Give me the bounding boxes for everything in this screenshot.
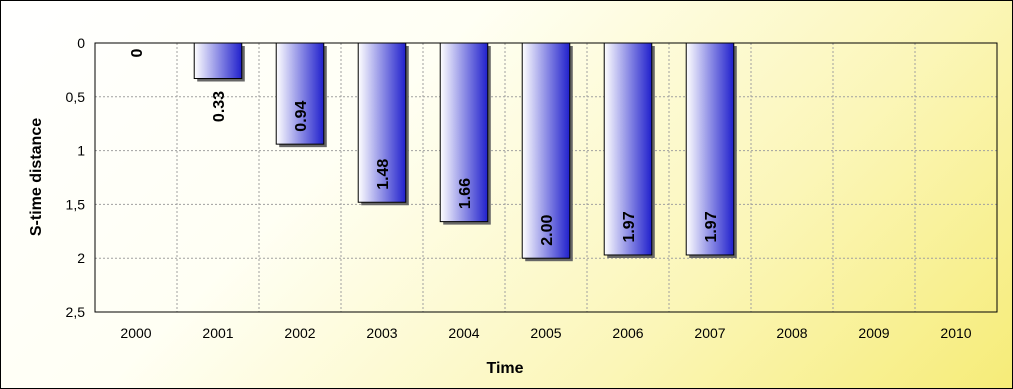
bar: [685, 42, 735, 256]
x-tick-label: 2005: [530, 325, 561, 341]
bar: [275, 42, 325, 145]
x-tick-label: 2008: [776, 325, 807, 341]
bar: [439, 42, 489, 223]
x-tick-label: 2000: [120, 325, 151, 341]
plot-frame: [94, 42, 998, 313]
bar: [193, 42, 243, 80]
data-label: 1.97: [703, 211, 720, 242]
bar: [521, 42, 571, 259]
x-tick-label: 2007: [694, 325, 725, 341]
y-tick-label: 1,5: [66, 196, 86, 212]
y-tick-label: 0: [77, 35, 85, 51]
x-axis-title: Time: [486, 360, 523, 377]
x-tick-label: 2003: [366, 325, 397, 341]
y-tick-label: 1: [77, 143, 85, 159]
y-axis-title: S-time distance: [28, 118, 45, 236]
bar: [357, 42, 407, 203]
y-tick-label: 2: [77, 250, 85, 266]
x-tick-label: 2010: [940, 325, 971, 341]
data-label: 1.48: [375, 159, 392, 190]
x-tick-label: 2004: [448, 325, 479, 341]
x-tick-label: 2001: [202, 325, 233, 341]
y-tick-label: 2,5: [66, 304, 86, 320]
bars: [193, 42, 737, 262]
data-label: 1.97: [621, 211, 638, 242]
data-label: 0.33: [211, 91, 228, 122]
axes: 0 0,5 1 1,5 2 2,5 2000 2001 2002 2003 2004 2005 2006…: [66, 35, 998, 341]
gridlines: [95, 43, 997, 313]
y-tick-label: 0,5: [66, 89, 86, 105]
data-label: 0.94: [293, 100, 310, 131]
data-labels: 0 0.33 0.94 1.48 1.66 2.00 1.97 1.97: [129, 48, 720, 245]
data-label: 2.00: [539, 215, 556, 246]
x-tick-label: 2006: [612, 325, 643, 341]
data-label: 1.66: [457, 178, 474, 209]
data-label: 0: [129, 48, 146, 57]
x-tick-label: 2009: [858, 325, 889, 341]
x-tick-label: 2002: [284, 325, 315, 341]
